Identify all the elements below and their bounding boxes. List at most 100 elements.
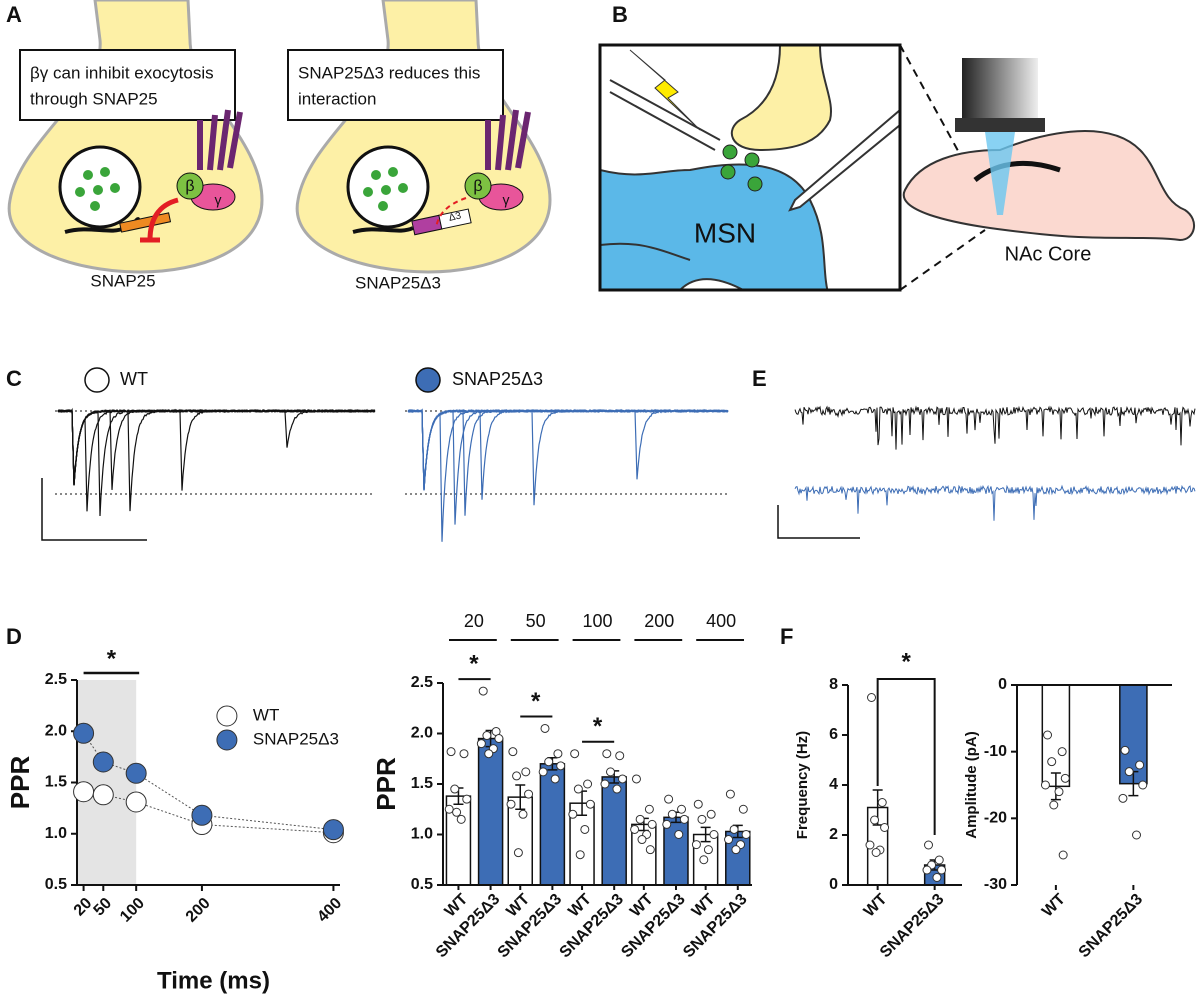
data-point bbox=[1138, 780, 1148, 790]
data-point bbox=[450, 784, 460, 794]
data-point bbox=[667, 809, 677, 819]
error-bar bbox=[1050, 772, 1061, 801]
bar bbox=[477, 737, 504, 886]
legend-label: SNAP25Δ3 bbox=[452, 369, 543, 389]
y-tick-label: 0.5 bbox=[411, 876, 433, 893]
data-point bbox=[867, 693, 877, 702]
data-point bbox=[602, 749, 612, 759]
data-point bbox=[568, 809, 578, 819]
receptor bbox=[197, 109, 531, 171]
legend-label: SNAP25Δ3 bbox=[253, 729, 339, 748]
data-point bbox=[934, 855, 944, 865]
bar bbox=[1119, 684, 1148, 785]
data-point bbox=[513, 848, 523, 858]
data-point bbox=[703, 845, 713, 855]
beta-label: β bbox=[185, 178, 194, 195]
data-point bbox=[583, 779, 593, 789]
point bbox=[125, 791, 147, 813]
data-point bbox=[924, 840, 934, 850]
data-point bbox=[880, 823, 890, 832]
data-point bbox=[637, 835, 647, 845]
y-tick-label: 1.5 bbox=[411, 775, 433, 792]
text-box bbox=[19, 49, 236, 121]
y-tick-label: -20 bbox=[984, 810, 1007, 827]
y-axis-label: Amplitude (pA) bbox=[963, 731, 980, 838]
inset-box bbox=[598, 43, 902, 292]
trace bbox=[407, 408, 729, 500]
significance: * bbox=[593, 713, 603, 740]
data-point bbox=[1132, 830, 1142, 840]
data-point bbox=[635, 814, 645, 824]
panel-label: B bbox=[612, 2, 628, 27]
data-point bbox=[1047, 757, 1057, 767]
trace bbox=[57, 408, 376, 490]
dendrite bbox=[600, 242, 691, 261]
data-point bbox=[540, 723, 550, 733]
y-tick-label: 0 bbox=[998, 676, 1007, 693]
bar bbox=[601, 776, 627, 886]
data-point bbox=[865, 840, 875, 850]
beta bbox=[176, 172, 204, 200]
diagram-b: MSN NAc Core bbox=[598, 43, 1195, 292]
light-beam bbox=[985, 132, 1015, 215]
trace bbox=[407, 408, 729, 525]
y-tick-label: 2.5 bbox=[411, 674, 433, 691]
objective bbox=[962, 58, 1038, 120]
y-tick-label: 0.5 bbox=[45, 876, 67, 893]
box-text: βγ can inhibit exocytosis bbox=[30, 63, 214, 82]
panel-label: F bbox=[780, 624, 793, 649]
y-axis-label: PPR bbox=[371, 757, 401, 811]
x-axis-label: Time (ms) bbox=[157, 967, 270, 994]
trace bbox=[57, 408, 376, 512]
significance: * bbox=[531, 688, 541, 715]
data-point bbox=[664, 794, 674, 804]
panel-label: E bbox=[752, 366, 767, 391]
data-point bbox=[674, 830, 684, 839]
trace bbox=[57, 408, 376, 512]
gamma-label: γ bbox=[215, 192, 222, 208]
point bbox=[322, 819, 344, 841]
significance: * bbox=[107, 645, 117, 672]
terminal bbox=[730, 45, 832, 152]
scale-bar bbox=[777, 505, 860, 539]
data-point bbox=[570, 749, 580, 759]
data-point bbox=[677, 804, 687, 814]
group-label: 100 bbox=[582, 611, 612, 631]
inhibition-weak bbox=[435, 197, 467, 229]
data-point bbox=[456, 814, 466, 824]
data-point bbox=[556, 761, 566, 771]
error-bar bbox=[700, 826, 711, 843]
group-label: 50 bbox=[526, 611, 546, 631]
data-point bbox=[871, 848, 881, 857]
y-tick-label: 2.0 bbox=[411, 725, 433, 742]
traces: WT SNAP25Δ3 bbox=[41, 367, 1196, 542]
vesicle-dots bbox=[75, 167, 408, 211]
point bbox=[191, 804, 213, 826]
x-tick-label: WT bbox=[1039, 891, 1069, 921]
y-axis-label: PPR bbox=[5, 756, 35, 810]
data-point bbox=[706, 809, 716, 819]
x-tick-label: SNAP25Δ3 bbox=[1076, 891, 1147, 962]
text-box bbox=[287, 49, 504, 121]
data-point bbox=[446, 747, 456, 757]
y-tick-label: 1.0 bbox=[45, 825, 67, 842]
point bbox=[92, 751, 114, 773]
data-point bbox=[932, 873, 942, 882]
data-point bbox=[693, 799, 703, 809]
snap25d3-tag bbox=[438, 208, 472, 230]
data-point bbox=[512, 771, 522, 781]
data-point bbox=[459, 749, 469, 759]
data-point bbox=[729, 824, 739, 834]
data-point bbox=[605, 767, 615, 777]
data-point bbox=[731, 845, 741, 855]
inhibition bbox=[140, 197, 179, 243]
data-point bbox=[1057, 747, 1067, 757]
scale-bar bbox=[41, 478, 147, 541]
data-point bbox=[506, 799, 516, 809]
y-tick-label: -10 bbox=[984, 743, 1007, 760]
data-point bbox=[553, 749, 563, 759]
data-point bbox=[644, 804, 654, 814]
point bbox=[73, 781, 95, 803]
data-point bbox=[1054, 787, 1064, 797]
data-point bbox=[508, 747, 518, 757]
